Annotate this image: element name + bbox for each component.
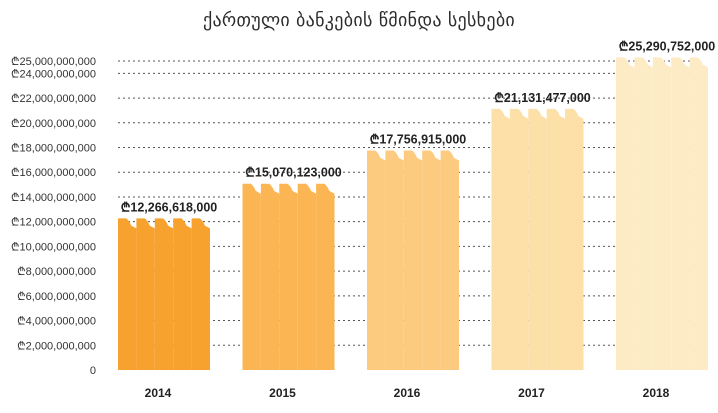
bar-strip [173,218,192,370]
bar-strip [118,218,137,370]
y-tick-label: ₾2,000,000,000 [17,340,96,352]
bar-strip [491,108,510,370]
bar-strip [279,183,298,370]
bar-strip [565,108,584,370]
bar-strip [385,150,404,370]
y-tick-label: ₾12,000,000,000 [11,217,96,229]
bar-2017 [491,108,584,370]
y-tick-label: ₾4,000,000,000 [17,316,96,328]
y-tick-label: ₾14,000,000,000 [11,192,96,204]
bar-strip [403,150,423,370]
bar-strip [297,183,317,370]
bar-strip [440,150,459,370]
bar-strip [528,108,547,370]
y-tick-label: ₾22,000,000,000 [11,93,96,105]
chart-title: ქართული ბანკების წმინდა სესხები [202,10,516,31]
value-label: ₾15,070,123,000 [245,166,342,180]
y-tick-label: ₾6,000,000,000 [17,291,96,303]
bar-strip [316,183,335,370]
bar-strip [634,57,653,370]
value-labels: ₾12,266,618,000 ₾15,070,123,000 ₾17,756,91… [121,39,716,214]
bar-2015 [242,183,335,370]
value-label: ₾25,290,752,000 [619,39,716,53]
y-tick-label: 0 [90,365,96,377]
bar-strip [689,57,708,370]
y-tick-label: ₾20,000,000,000 [11,118,96,130]
y-tick-label: ₾24,000,000,000 [11,68,96,80]
value-label: ₾12,266,618,000 [121,200,218,214]
bar-strip [260,183,280,370]
value-label: ₾17,756,915,000 [370,133,467,147]
bars [118,57,708,370]
y-tick-label: ₾8,000,000,000 [17,266,96,278]
y-tick-label: ₾16,000,000,000 [11,167,96,179]
bar-2018 [616,57,708,370]
bar-strip [154,218,174,370]
bar-strip [242,183,261,370]
bar-strip [136,218,155,370]
x-tick-label: 2018 [643,386,670,400]
bar-strip [652,57,672,370]
y-tick-label: ₾25,000,000,000 [11,56,96,68]
bar-strip [191,218,210,370]
value-label: ₾21,131,477,000 [494,91,591,105]
y-tick-label: ₾18,000,000,000 [11,143,96,155]
x-tick-label: 2017 [518,386,545,400]
bar-strip [546,108,566,370]
y-axis-ticks: 0 ₾2,000,000,000 ₾4,000,000,000 ₾6,000,000,… [11,56,96,377]
y-tick-label: ₾10,000,000,000 [11,241,96,253]
bar-2016 [367,150,459,370]
x-tick-label: 2015 [269,386,296,400]
bar-strip [616,57,635,370]
bar-strip [367,150,386,370]
x-tick-label: 2014 [145,386,172,400]
bar-strip [422,150,441,370]
bar-2014 [118,218,210,370]
x-tick-label: 2016 [394,386,421,400]
bar-strip [671,57,690,370]
x-axis-ticks: 2014 2015 2016 2017 2018 [145,386,670,400]
bar-strip [509,108,529,370]
